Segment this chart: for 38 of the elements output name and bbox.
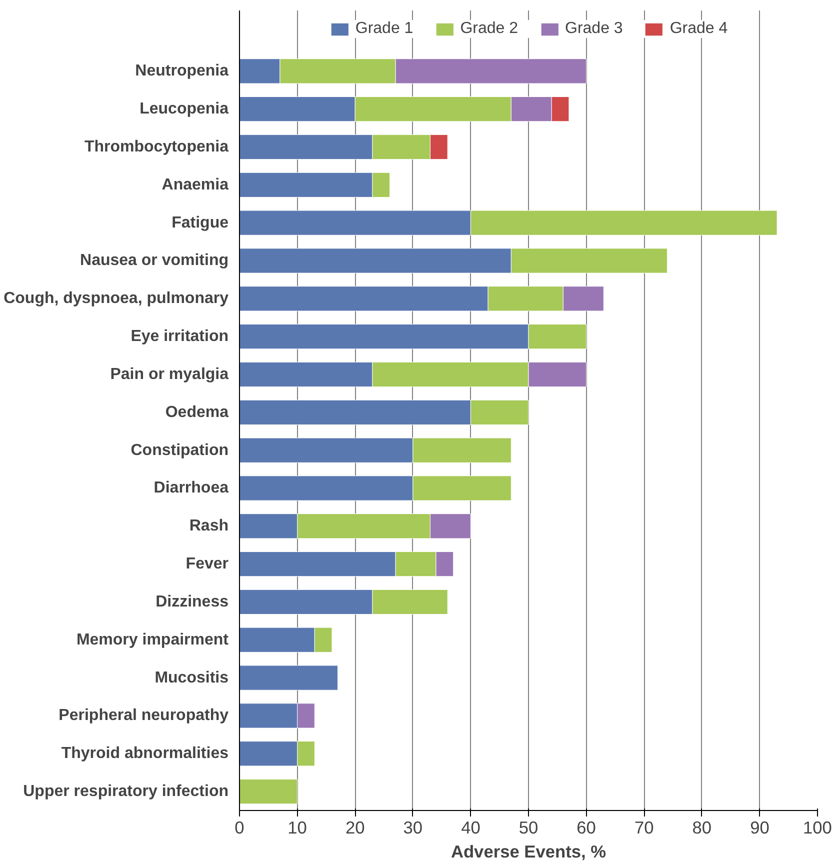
y-tick-label: Constipation [130,442,228,459]
y-tick-label: Upper respiratory infection [23,783,228,800]
y-tick-label: Rash [189,518,228,535]
x-tick-label: 70 [634,818,654,838]
y-tick-label: Pain or myalgia [110,366,229,383]
y-tick-label: Neutropenia [135,62,229,80]
y-tick-label: Thyroid abnormalities [61,745,229,762]
x-tick-label: 60 [576,818,596,838]
legend-label: Grade 2 [460,20,518,38]
legend-label: Grade 4 [670,20,728,38]
x-tick-label: 20 [345,818,365,838]
y-tick-label: Fever [186,556,229,573]
legend-label: Grade 1 [355,20,414,38]
y-tick-label: Fatigue [172,214,229,232]
bar [240,665,338,690]
y-tick-label: Dizziness [156,593,229,610]
x-tick-label: 0 [234,818,244,838]
x-tick-label: 80 [692,818,712,838]
legend-label: Grade 3 [565,20,623,38]
y-tick-label: Thrombocytopenia [84,138,229,156]
y-tick-label: Peripheral neuropathy [58,707,229,724]
y-tick-label: Nausea or vomiting [80,252,229,270]
y-tick-label: Anaemia [162,176,229,194]
x-tick-label: 30 [403,818,423,838]
x-axis-title: Adverse Events, % [450,842,606,862]
x-tick-label: 40 [461,818,480,838]
y-tick-label: Diarrhoea [154,480,229,497]
x-tick-label: 50 [518,818,538,838]
y-tick-label: Leucopenia [140,100,229,118]
y-tick-label: Eye irritation [130,328,229,346]
y-tick-label: Cough, dyspnoea, pulmonary [4,290,229,308]
y-tick-label: Memory impairment [76,631,230,648]
x-tick-label: 10 [288,818,307,838]
y-tick-label: Oedema [165,404,229,421]
bar [240,778,298,804]
x-tick-label: 90 [750,818,770,838]
x-tick-label: 100 [803,818,832,838]
y-tick-label: Mucositis [154,669,229,686]
